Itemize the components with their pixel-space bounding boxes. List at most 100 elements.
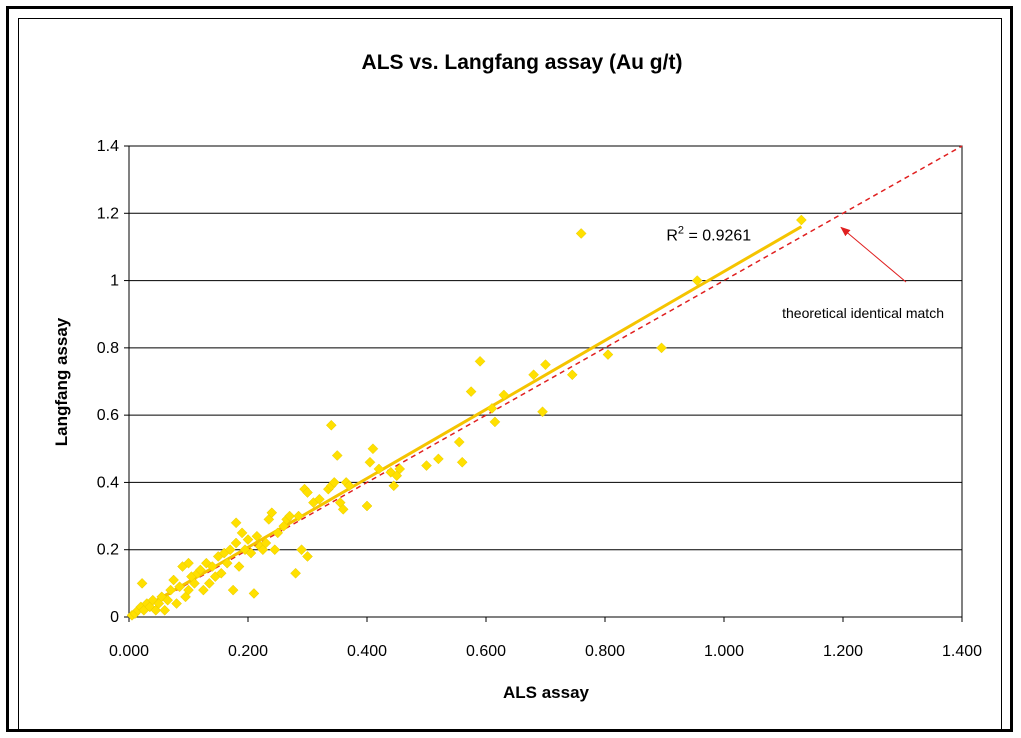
data-point: [540, 359, 551, 371]
identity-line-annotation: theoretical identical match: [782, 305, 944, 321]
y-tick-label: 0.8: [97, 340, 119, 357]
data-point: [206, 561, 218, 572]
x-tick-label: 1.200: [823, 643, 863, 660]
x-tick-label: 1.000: [704, 643, 744, 660]
data-point: [189, 578, 200, 589]
identity-line: [128, 145, 963, 618]
data-point: [361, 500, 373, 512]
x-tick-label: 0.600: [466, 643, 506, 660]
x-axis-title: ALS assay: [503, 683, 590, 702]
data-point: [421, 460, 432, 471]
data-point: [269, 544, 281, 556]
data-point: [367, 443, 379, 455]
x-tick-label: 0.000: [109, 643, 149, 660]
data-point: [656, 342, 667, 354]
data-point: [162, 594, 174, 606]
gridlines: [129, 145, 962, 551]
y-tick-label: 1.4: [97, 138, 119, 155]
chart-inner-frame: [18, 18, 1002, 730]
y-tick-label: 1: [110, 273, 119, 290]
data-point: [486, 403, 498, 414]
data-point: [325, 419, 337, 431]
y-tick-label: 0.4: [97, 474, 119, 491]
data-point: [266, 507, 278, 519]
data-point: [602, 349, 614, 360]
r-squared-value: = 0.9261: [684, 228, 751, 245]
data-point: [795, 214, 807, 226]
data-point: [302, 551, 313, 562]
data-point: [260, 537, 272, 549]
data-point: [183, 557, 194, 569]
data-point: [183, 584, 194, 596]
data-point: [528, 369, 539, 381]
lines: [128, 145, 963, 618]
data-point: [168, 574, 179, 586]
r-squared-symbol: R: [666, 228, 678, 245]
axis-ticks: 0 0.2 0.4 0.6 0.8 1 1.2 1.4 0.000 0.200 0.400 0.600…: [97, 138, 982, 660]
data-point: [314, 493, 325, 505]
data-point: [236, 527, 248, 539]
data-point: [465, 386, 477, 397]
data-point: [373, 463, 385, 475]
y-tick-label: 1.2: [97, 205, 119, 222]
data-point: [433, 453, 444, 465]
data-point: [136, 578, 148, 589]
data-point: [388, 480, 400, 492]
y-axis-title: Langfang assay: [52, 317, 71, 446]
data-point: [331, 450, 343, 461]
chart-title: ALS vs. Langfang assay (Au g/t): [362, 51, 683, 74]
y-tick-label: 0: [110, 609, 119, 626]
data-point: [293, 510, 304, 522]
data-point: [242, 534, 254, 545]
data-point: [230, 537, 242, 549]
data-point: [296, 544, 307, 556]
data-point: [343, 480, 355, 492]
data-point: [328, 477, 340, 488]
data-point: [165, 584, 177, 596]
data-point: [691, 275, 703, 286]
y-tick-label: 0.6: [97, 407, 119, 424]
data-point: [251, 530, 263, 542]
data-point: [284, 510, 296, 522]
data-point: [245, 547, 257, 559]
x-tick-label: 0.200: [228, 643, 268, 660]
data-point: [171, 598, 182, 609]
data-point: [489, 416, 501, 428]
data-point: [394, 463, 406, 475]
data-point: [575, 228, 587, 239]
y-tick-label: 0.2: [97, 542, 119, 559]
annotation-arrow: [840, 226, 907, 283]
data-point: [203, 578, 215, 589]
data-point: [224, 544, 236, 556]
data-point: [364, 456, 376, 468]
trendline: [128, 225, 803, 618]
x-tick-label: 0.400: [347, 643, 387, 660]
data-point: [198, 584, 209, 596]
data-point: [272, 527, 284, 539]
x-tick-label: 1.400: [942, 643, 982, 660]
data-point: [474, 355, 486, 367]
plot-area: [128, 145, 963, 618]
data-point: [159, 604, 171, 616]
r-squared-superscript: 2: [678, 225, 684, 237]
data-point: [537, 406, 548, 418]
data-point: [498, 389, 510, 401]
r-squared-label: R2 = 0.9261: [666, 225, 751, 245]
x-tick-label: 0.800: [585, 643, 625, 660]
data-point: [453, 436, 465, 448]
data-point: [230, 517, 242, 529]
data-point: [337, 503, 349, 515]
data-point: [227, 584, 239, 596]
data-point: [221, 557, 233, 569]
data-point: [215, 567, 227, 579]
data-points: [126, 214, 807, 621]
data-point: [233, 561, 245, 572]
data-point: [195, 564, 206, 576]
data-point: [302, 487, 313, 498]
data-point: [290, 567, 301, 579]
data-point: [566, 369, 578, 381]
data-point: [174, 581, 185, 593]
data-point: [248, 588, 260, 599]
data-point: [456, 456, 468, 468]
